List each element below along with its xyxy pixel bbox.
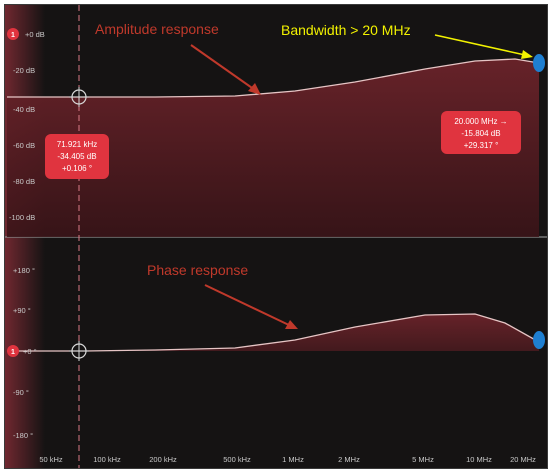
svg-text:+0.106 °: +0.106 ° <box>62 164 92 173</box>
x-tick-50khz: 50 kHz <box>39 455 63 464</box>
amplitude-response-label: Amplitude response <box>95 21 219 37</box>
x-tick-100khz: 100 kHz <box>93 455 121 464</box>
amplitude-channel-badge[interactable]: 1 <box>7 28 19 40</box>
svg-text:-15.804 dB: -15.804 dB <box>461 129 500 138</box>
y-tick-p90: +90 ° <box>13 306 31 315</box>
cursor-readout-tag: 71.921 kHz -34.405 dB +0.106 ° <box>45 134 109 179</box>
phase-annotation: Phase response <box>147 262 298 329</box>
x-tick-1mhz: 1 MHz <box>282 455 304 464</box>
amplitude-annotation: Amplitude response <box>95 21 261 95</box>
svg-text:-34.405 dB: -34.405 dB <box>57 152 96 161</box>
amplitude-arrow-line <box>190 44 256 91</box>
svg-text:1: 1 <box>11 349 15 356</box>
y-tick-p0: +0 ° <box>23 347 37 356</box>
bandwidth-marker[interactable] <box>533 54 545 72</box>
bandwidth-label: Bandwidth > 20 MHz <box>281 22 411 38</box>
amplitude-fill <box>7 59 539 237</box>
phase-arrow-head <box>285 320 298 329</box>
amplitude-panel: +0 dB -20 dB -40 dB -60 dB -80 dB -100 d… <box>7 21 545 237</box>
x-axis: 50 kHz 100 kHz 200 kHz 500 kHz 1 MHz 2 M… <box>39 455 536 464</box>
y-tick-p180: +180 ° <box>13 266 35 275</box>
y-tick-m80db: -80 dB <box>13 177 35 186</box>
x-tick-500khz: 500 kHz <box>223 455 251 464</box>
y-tick-m20db: -20 dB <box>13 66 35 75</box>
y-tick-0db: +0 dB <box>25 30 45 39</box>
x-tick-20mhz: 20 MHz <box>510 455 536 464</box>
phase-cursor-handle[interactable] <box>69 341 89 361</box>
svg-text:+29.317 °: +29.317 ° <box>464 141 499 150</box>
phase-panel: +180 ° +90 ° +0 ° -90 ° -180 ° 1 Phase r… <box>7 262 545 440</box>
svg-text:1: 1 <box>11 32 15 39</box>
end-readout-tag: 20.000 MHz → -15.804 dB +29.317 ° <box>441 111 521 154</box>
x-tick-10mhz: 10 MHz <box>466 455 492 464</box>
y-tick-m40db: -40 dB <box>13 105 35 114</box>
x-tick-2mhz: 2 MHz <box>338 455 360 464</box>
phase-arrow-line <box>204 284 292 327</box>
phase-response-label: Phase response <box>147 262 248 278</box>
y-tick-m180: -180 ° <box>13 431 33 440</box>
phase-y-axis: +180 ° +90 ° +0 ° -90 ° -180 ° <box>13 266 37 440</box>
analyzer-window: +0 dB -20 dB -40 dB -60 dB -80 dB -100 d… <box>4 4 548 469</box>
amplitude-y-axis: +0 dB -20 dB -40 dB -60 dB -80 dB -100 d… <box>9 30 45 222</box>
bandwidth-arrow-head <box>521 50 533 59</box>
bandwidth-annotation: Bandwidth > 20 MHz <box>281 22 533 59</box>
phase-curve <box>7 313 540 352</box>
frequency-cursor[interactable]: 71.921 kHz -34.405 dB +0.106 ° <box>45 5 109 468</box>
phase-fill <box>7 314 539 351</box>
amplitude-arrow-head <box>248 83 261 95</box>
amplitude-cursor-handle[interactable] <box>69 87 89 107</box>
phase-channel-badge[interactable]: 1 <box>7 345 19 357</box>
bode-plot: +0 dB -20 dB -40 dB -60 dB -80 dB -100 d… <box>5 5 547 468</box>
y-tick-m100db: -100 dB <box>9 213 35 222</box>
y-tick-m90: -90 ° <box>13 388 29 397</box>
svg-text:71.921 kHz: 71.921 kHz <box>57 140 97 149</box>
phase-end-marker[interactable] <box>533 331 545 349</box>
x-tick-5mhz: 5 MHz <box>412 455 434 464</box>
svg-text:20.000 MHz →: 20.000 MHz → <box>454 117 507 126</box>
y-tick-m60db: -60 dB <box>13 141 35 150</box>
x-tick-200khz: 200 kHz <box>149 455 177 464</box>
bandwidth-arrow-line <box>434 34 526 56</box>
